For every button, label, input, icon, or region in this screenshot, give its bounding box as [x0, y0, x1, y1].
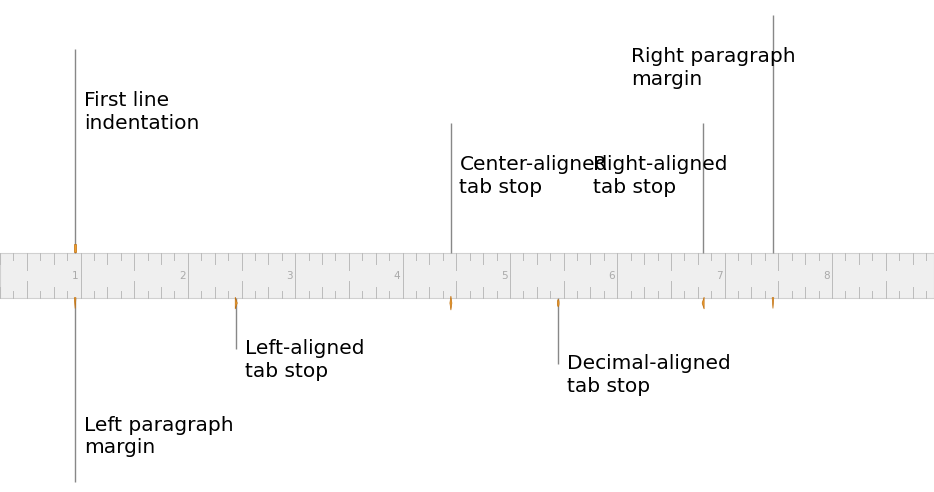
Text: 8: 8 [824, 271, 830, 280]
Text: Right-aligned
tab stop: Right-aligned tab stop [592, 155, 727, 197]
Text: Left-aligned
tab stop: Left-aligned tab stop [245, 339, 364, 381]
Text: Left paragraph
margin: Left paragraph margin [84, 416, 234, 458]
Text: 2: 2 [179, 271, 186, 280]
Text: First line
indentation: First line indentation [84, 91, 199, 133]
Polygon shape [450, 296, 452, 310]
Text: 5: 5 [502, 271, 508, 280]
Text: Center-aligned
tab stop: Center-aligned tab stop [460, 155, 608, 197]
Text: 4: 4 [394, 271, 401, 280]
Polygon shape [702, 297, 704, 309]
Text: 7: 7 [716, 271, 723, 280]
Text: 1: 1 [72, 271, 78, 280]
Ellipse shape [558, 300, 559, 307]
Bar [74, 244, 77, 252]
Text: 6: 6 [609, 271, 616, 280]
FancyBboxPatch shape [0, 253, 934, 298]
Text: Decimal-aligned
tab stop: Decimal-aligned tab stop [567, 354, 730, 396]
Text: 3: 3 [287, 271, 293, 280]
Polygon shape [75, 298, 76, 308]
Polygon shape [235, 297, 237, 309]
Text: Right paragraph
margin: Right paragraph margin [631, 47, 796, 89]
Polygon shape [772, 298, 773, 308]
